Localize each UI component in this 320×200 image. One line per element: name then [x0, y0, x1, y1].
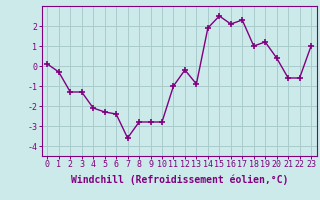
X-axis label: Windchill (Refroidissement éolien,°C): Windchill (Refroidissement éolien,°C) [70, 175, 288, 185]
